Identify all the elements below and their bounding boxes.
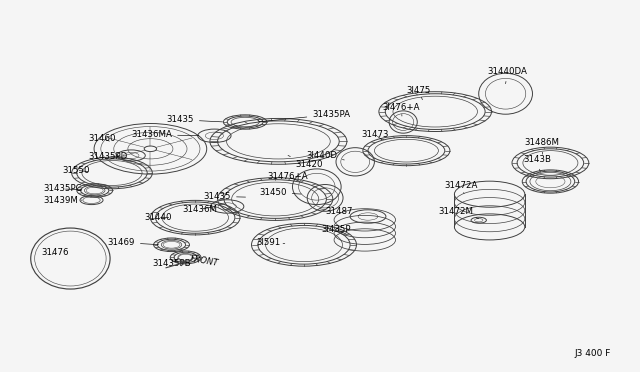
Text: 31420: 31420 [288,155,323,169]
Text: 31550: 31550 [63,166,90,175]
Text: 31472A: 31472A [445,181,478,193]
Text: 31435PB: 31435PB [152,259,191,268]
Text: 3l476+A: 3l476+A [383,103,420,116]
Text: 31440: 31440 [144,213,172,222]
Text: 31435: 31435 [204,192,246,201]
Text: FRONT: FRONT [189,254,220,268]
Text: 31473: 31473 [362,130,389,140]
Text: 3l591: 3l591 [256,238,285,247]
Text: 3l435P: 3l435P [321,225,351,234]
Text: 31476+A: 31476+A [268,172,308,181]
Text: 3l475: 3l475 [406,86,431,100]
Text: 31435: 31435 [166,115,223,124]
Text: 31435PD: 31435PD [88,153,127,161]
Text: J3 400 F: J3 400 F [575,349,611,358]
Text: 31440DA: 31440DA [488,67,527,84]
Text: 31486M: 31486M [525,138,560,154]
Text: 31436MA: 31436MA [131,130,199,139]
Text: 31439M: 31439M [44,196,82,205]
Text: 31435PA: 31435PA [259,110,350,122]
Text: 31469: 31469 [108,238,159,247]
Text: 31460: 31460 [88,134,116,143]
Text: 31487: 31487 [325,207,358,216]
Text: 3l440D: 3l440D [306,151,344,160]
Text: 31450: 31450 [259,188,301,197]
Text: 31436M: 31436M [182,205,218,214]
Text: 31476: 31476 [42,248,69,257]
Text: 3143B: 3143B [524,155,552,172]
Text: 31472M: 31472M [438,207,479,219]
Text: 31435PC: 31435PC [44,185,82,193]
